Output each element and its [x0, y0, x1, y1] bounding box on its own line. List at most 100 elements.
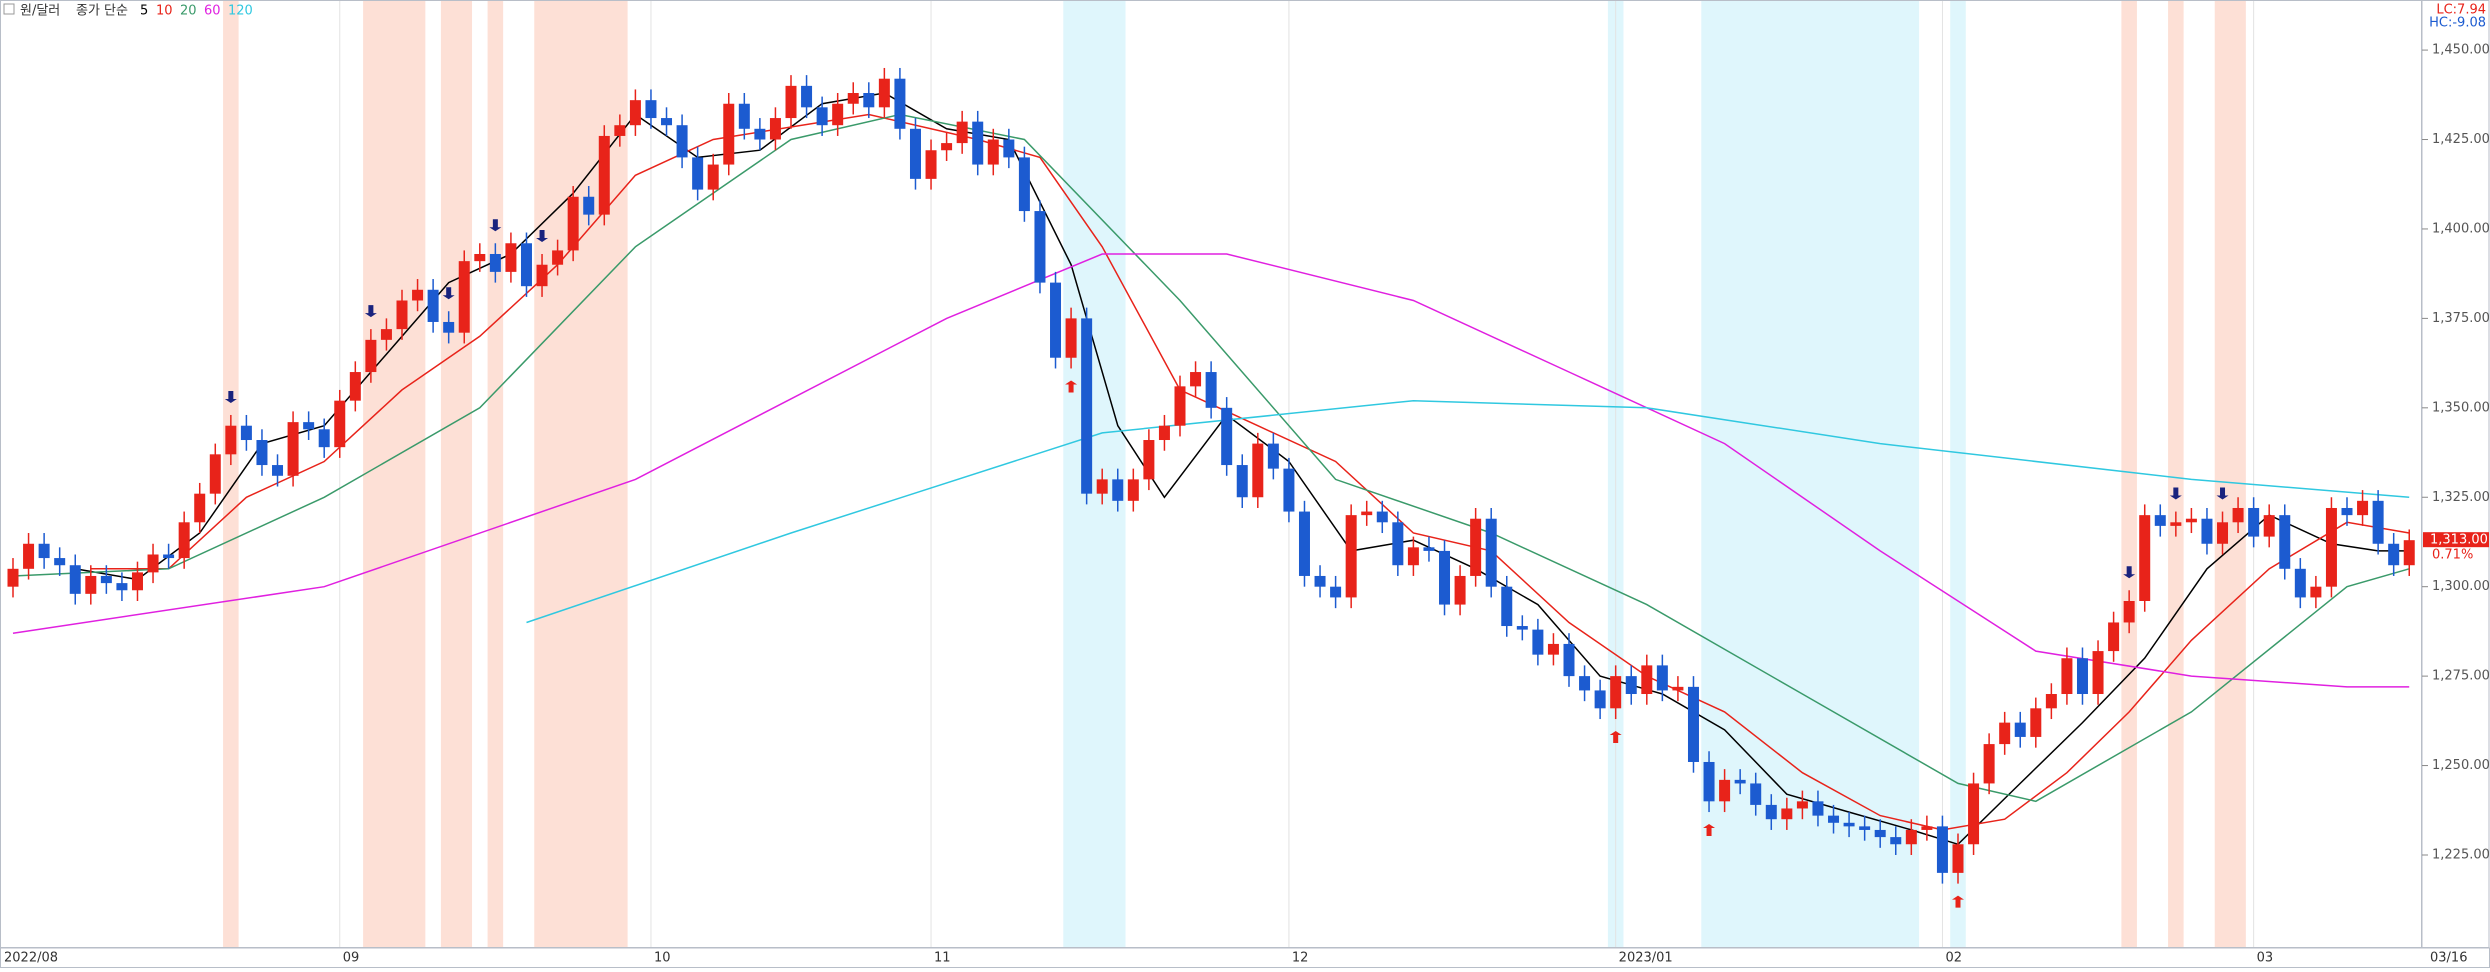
- candle-body: [1656, 665, 1668, 691]
- candle-body: [2014, 722, 2026, 737]
- candle-body: [412, 289, 424, 301]
- x-tick-label: 2022/08: [4, 951, 58, 966]
- candle-body: [1968, 783, 1980, 845]
- candle-body: [1563, 643, 1575, 677]
- candle-body: [287, 422, 299, 476]
- signal-band: [223, 1, 239, 948]
- candle-body: [941, 143, 953, 151]
- candle-body: [458, 261, 470, 333]
- signal-band: [1063, 1, 1126, 948]
- candle-body: [1532, 629, 1544, 655]
- legend-entry: 20: [180, 4, 197, 19]
- signal-arrow: [224, 390, 237, 403]
- ma-line: [12, 113, 2410, 803]
- candle-body: [832, 103, 844, 126]
- candle-body: [2310, 586, 2322, 598]
- hc-label: HC:-9.08: [2429, 16, 2486, 31]
- signal-arrow: [2169, 487, 2182, 500]
- candle-body: [1236, 465, 1248, 498]
- candle-body: [396, 300, 408, 330]
- candle-body: [2388, 543, 2400, 566]
- candle-body: [785, 85, 797, 119]
- x-tick-label: 10: [654, 951, 671, 966]
- legend: 원/달러 종가 단순: [3, 3, 128, 19]
- candle-body: [1050, 282, 1062, 358]
- candle-body: [1999, 722, 2011, 745]
- change-label: 0.71%: [2432, 548, 2473, 563]
- candle-body: [2341, 507, 2353, 516]
- legend-entry: 10: [156, 4, 173, 19]
- ma-line: [90, 113, 2410, 831]
- candle-body: [520, 243, 532, 287]
- candle-body: [1298, 511, 1310, 576]
- candle-body: [1330, 586, 1342, 598]
- candle-body: [2201, 518, 2213, 544]
- y-tick-label: 1,250.00: [2432, 758, 2490, 773]
- candle-body: [801, 85, 813, 108]
- candle-body: [1423, 547, 1435, 551]
- signal-arrow: [1609, 731, 1622, 744]
- candle-body: [1252, 443, 1264, 498]
- candle-body: [1267, 443, 1279, 469]
- candle-body: [909, 128, 921, 179]
- candle-body: [707, 164, 719, 190]
- signal-arrow: [364, 305, 377, 318]
- highlight-layer: [223, 1, 2246, 948]
- candle-body: [1641, 665, 1653, 695]
- y-tick-label: 1,425.00: [2432, 132, 2490, 147]
- candle-body: [1205, 372, 1217, 408]
- candle-body: [1018, 157, 1030, 212]
- legend-box: [3, 3, 15, 15]
- candle-body: [1610, 676, 1622, 709]
- candle-body: [2092, 651, 2104, 695]
- signal-arrow: [536, 229, 549, 242]
- candle-body: [536, 264, 548, 287]
- candle-body: [116, 583, 128, 591]
- candle-body: [629, 100, 641, 126]
- candle-body: [769, 118, 781, 140]
- candle-body: [38, 543, 50, 559]
- candle-body: [1703, 761, 1715, 802]
- candle-body: [1034, 211, 1046, 283]
- candle-body: [878, 78, 890, 108]
- candle-body: [2154, 515, 2166, 526]
- candle-body: [69, 565, 81, 594]
- last-price-label: 1,313.00: [2430, 533, 2488, 548]
- candle-body: [318, 429, 330, 448]
- candle-body: [1890, 837, 1902, 845]
- signal-arrow: [2123, 566, 2136, 579]
- candle-body: [1407, 547, 1419, 566]
- candle-body: [1470, 518, 1482, 576]
- candle-body: [2185, 518, 2197, 523]
- candle-body: [1158, 425, 1170, 441]
- candle-body: [1439, 550, 1451, 605]
- candle-body: [303, 422, 315, 430]
- candle-body: [23, 543, 35, 569]
- y-tick-label: 1,275.00: [2432, 669, 2490, 684]
- candle-body: [443, 321, 455, 333]
- candle-body: [754, 128, 766, 140]
- legend-entry: 60: [204, 4, 221, 19]
- candle-body: [956, 121, 968, 144]
- candle-body: [2357, 500, 2369, 516]
- candle-body: [1812, 801, 1824, 816]
- candle-body: [1096, 479, 1108, 494]
- x-axis-panel: [0, 947, 2490, 968]
- candle-body: [1174, 386, 1186, 426]
- candle-body: [1547, 643, 1559, 655]
- candle-body: [972, 121, 984, 165]
- candle-body: [1003, 139, 1015, 158]
- x-tick-label: 03: [2257, 951, 2274, 966]
- candle-body: [1921, 826, 1933, 830]
- candle-body: [1392, 522, 1404, 566]
- y-tick-label: 1,300.00: [2432, 579, 2490, 594]
- signal-arrow: [1952, 895, 1964, 908]
- grid-layer: [339, 1, 2255, 948]
- candle-body: [2170, 522, 2182, 526]
- candle-body: [1221, 407, 1233, 466]
- candle-body: [1672, 686, 1684, 691]
- candle-body: [1952, 844, 1964, 873]
- candle-body: [1112, 479, 1124, 501]
- legend-symbol: 원/달러: [20, 4, 60, 19]
